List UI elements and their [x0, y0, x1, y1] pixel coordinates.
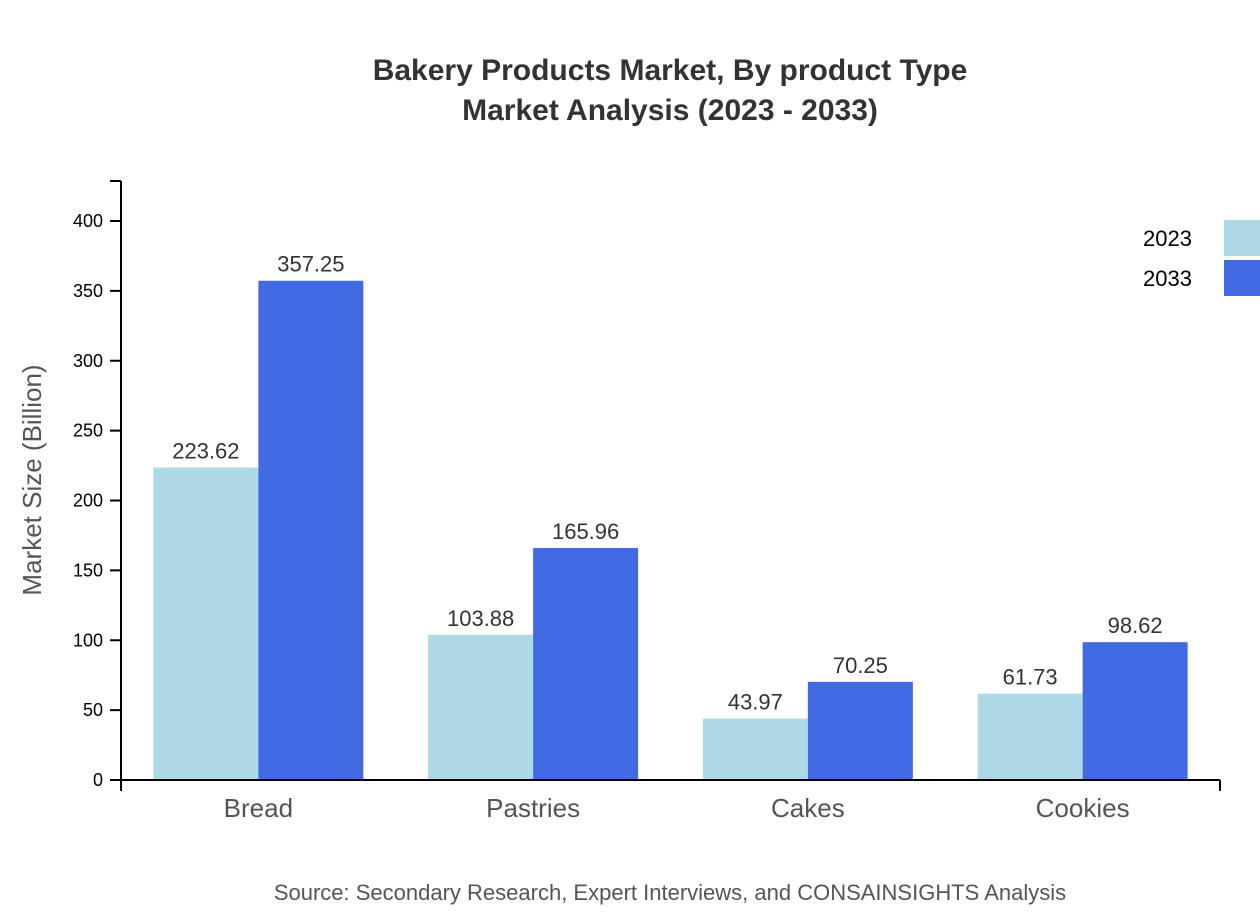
bar-cakes-2033 [807, 681, 913, 780]
data-label: 223.62 [172, 438, 239, 463]
source-note: Source: Secondary Research, Expert Inter… [274, 880, 1066, 905]
chart-title: Bakery Products Market, By product Type [373, 54, 968, 87]
bar-pastries-2033 [533, 548, 639, 780]
y-tick-label: 250 [73, 421, 103, 441]
bar-bread-2023 [153, 467, 259, 780]
y-tick-label: 0 [93, 770, 103, 790]
y-axis-label: Market Size (Billion) [17, 364, 47, 595]
y-tick-label: 150 [73, 560, 103, 580]
data-label: 70.25 [833, 653, 888, 678]
data-label: 98.62 [1108, 613, 1163, 638]
x-tick-label: Pastries [486, 793, 580, 823]
bar-cookies-2023 [977, 693, 1083, 780]
y-tick-label: 350 [73, 281, 103, 301]
data-label: 61.73 [1003, 665, 1058, 690]
data-label: 165.96 [552, 519, 619, 544]
bar-pastries-2023 [428, 634, 534, 780]
bar-bread-2033 [258, 280, 364, 780]
legend-label: 2023 [1143, 226, 1192, 251]
chart-subtitle: Market Analysis (2023 - 2033) [462, 94, 878, 127]
legend-swatch [1224, 260, 1260, 296]
legend-label: 2033 [1143, 266, 1192, 291]
y-tick-label: 200 [73, 491, 103, 511]
data-label: 43.97 [728, 690, 783, 715]
y-tick-label: 400 [73, 211, 103, 231]
x-tick-label: Cakes [771, 793, 845, 823]
y-tick-label: 300 [73, 351, 103, 371]
x-tick-label: Cookies [1036, 793, 1130, 823]
bar-cookies-2033 [1082, 642, 1188, 780]
y-tick-label: 50 [83, 700, 103, 720]
data-label: 103.88 [447, 606, 514, 631]
x-tick-label: Bread [224, 793, 293, 823]
y-tick-label: 100 [73, 630, 103, 650]
data-label: 357.25 [277, 252, 344, 277]
legend-swatch [1224, 220, 1260, 256]
bar-cakes-2023 [702, 718, 808, 780]
